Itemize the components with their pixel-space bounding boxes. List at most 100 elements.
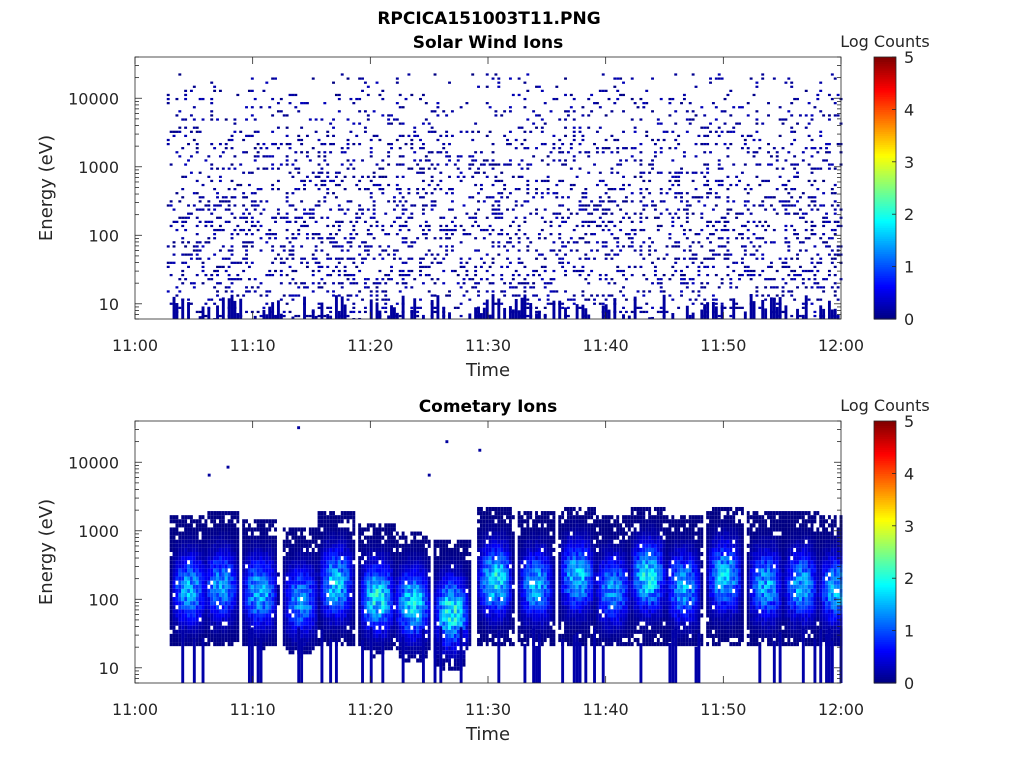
spectrogram-cell xyxy=(651,282,654,285)
spectrogram-cell xyxy=(387,298,391,301)
spectrogram-cell xyxy=(601,73,605,76)
spectrogram-cell xyxy=(195,179,199,183)
spectrogram-cell xyxy=(349,241,353,244)
spectrogram-cell xyxy=(218,204,222,207)
spectrogram-cell xyxy=(210,535,214,540)
spectrogram-cell xyxy=(709,130,712,133)
spectrogram-cell xyxy=(421,208,425,211)
spectrogram-cell xyxy=(387,155,391,158)
spectrogram-cell xyxy=(297,560,301,565)
spectrogram-cell xyxy=(300,200,304,203)
spectrogram-cell xyxy=(187,576,190,581)
spectrogram-cell xyxy=(784,257,788,260)
spectrogram-cell xyxy=(648,237,652,240)
spectrogram-cell xyxy=(755,81,759,84)
spectrogram-cell xyxy=(491,204,495,207)
spectrogram-cell xyxy=(178,613,182,618)
spectrogram-cell xyxy=(410,204,414,207)
spectrogram-cell xyxy=(561,196,565,199)
spectrogram-cell xyxy=(305,633,309,638)
spectrogram-cell xyxy=(253,572,257,577)
spectrogram-cell xyxy=(500,302,504,305)
spectrogram-cell xyxy=(816,93,820,97)
spectrogram-cell xyxy=(329,609,333,614)
spectrogram-cell xyxy=(662,294,666,319)
spectrogram-cell xyxy=(242,527,246,532)
spectrogram-cell xyxy=(558,159,562,162)
spectrogram-cell xyxy=(323,543,327,548)
spectrogram-cell xyxy=(172,621,176,626)
spectrogram-cell xyxy=(375,278,379,281)
spectrogram-cell xyxy=(613,85,617,88)
spectrogram-cell xyxy=(189,621,193,626)
spectrogram-cell xyxy=(723,216,727,219)
spectrogram-cell xyxy=(758,204,762,207)
spectrogram-cell xyxy=(265,535,269,540)
spectrogram-cell xyxy=(703,134,707,138)
spectrogram-cell xyxy=(271,535,275,540)
spectrogram-cell xyxy=(323,629,327,634)
spectrogram-cell xyxy=(201,539,205,544)
spectrogram-cell xyxy=(268,588,272,593)
spectrogram-cell xyxy=(639,97,643,101)
colorbar-segment xyxy=(874,76,896,80)
spectrogram-cell xyxy=(320,539,324,544)
spectrogram-cell xyxy=(337,257,341,260)
spectrogram-cell xyxy=(375,183,379,187)
colorbar-segment xyxy=(874,113,896,117)
spectrogram-cell xyxy=(682,97,686,101)
spectrogram-cell xyxy=(242,535,246,540)
spectrogram-cell xyxy=(201,527,205,532)
spectrogram-cell xyxy=(262,576,266,581)
spectrogram-cell xyxy=(691,257,695,260)
spectrogram-cell xyxy=(668,102,672,105)
spectrogram-cell xyxy=(337,592,341,598)
spectrogram-cell xyxy=(192,519,196,524)
spectrogram-cell xyxy=(311,208,315,211)
spectrogram-cell xyxy=(680,102,683,105)
spectrogram-cell xyxy=(337,294,341,297)
spectrogram-cell xyxy=(755,290,759,293)
spectrogram-cell xyxy=(688,278,692,281)
spectrogram-cell xyxy=(639,228,643,232)
spectrogram-cell xyxy=(288,552,292,557)
spectrogram-cell xyxy=(288,220,292,223)
spectrogram-cell xyxy=(813,106,817,109)
spectrogram-cell xyxy=(227,535,231,540)
spectrogram-cell xyxy=(723,306,727,309)
colorbar-segment xyxy=(874,238,896,241)
spectrogram-cell xyxy=(378,245,382,248)
spectrogram-cell xyxy=(581,106,585,109)
spectrogram-cell xyxy=(694,253,698,256)
spectrogram-cell xyxy=(218,519,222,524)
spectrogram-cell xyxy=(651,204,654,207)
spectrogram-cell xyxy=(346,138,350,142)
spectrogram-cell xyxy=(442,307,446,319)
spectrogram-cell xyxy=(363,257,367,260)
spectrogram-cell xyxy=(300,261,304,264)
spectrogram-cell xyxy=(549,110,553,113)
spectrogram-cell xyxy=(340,617,344,622)
spectrogram-cell xyxy=(523,106,527,109)
spectrogram-cell xyxy=(227,625,231,630)
spectrogram-cell xyxy=(604,192,608,195)
spectrogram-cell xyxy=(390,224,393,228)
spectrogram-cell xyxy=(178,535,182,540)
spectrogram-cell xyxy=(282,216,286,219)
spectrogram-cell xyxy=(674,175,678,178)
spectrogram-cell xyxy=(268,519,272,524)
spectrogram-cell xyxy=(192,245,196,248)
spectrogram-cell xyxy=(439,179,443,183)
spectrogram-cell xyxy=(352,278,356,281)
spectrogram-cell xyxy=(561,257,565,260)
spectrogram-cell xyxy=(253,278,257,281)
x-tick-label: 11:10 xyxy=(230,336,276,355)
spectrogram-cell xyxy=(375,290,379,293)
spectrogram-cell xyxy=(436,278,440,281)
spectrogram-cell xyxy=(256,621,260,626)
spectrogram-cell xyxy=(271,77,275,80)
spectrogram-cell xyxy=(833,228,837,232)
spectrogram-cell xyxy=(311,290,315,293)
spectrogram-cell xyxy=(303,552,306,557)
spectrogram-cell xyxy=(274,543,277,548)
